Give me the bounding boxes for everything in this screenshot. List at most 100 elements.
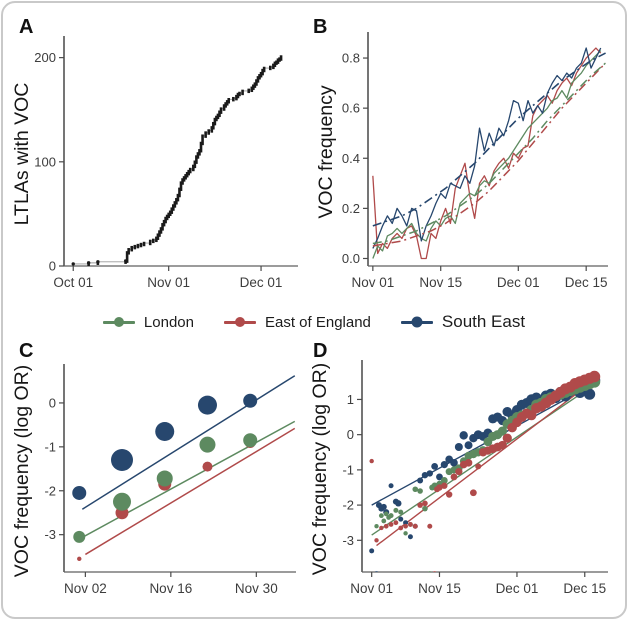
data-point — [498, 440, 507, 450]
x-tick-label: Nov 01 — [350, 581, 393, 596]
panel-label-a: A — [19, 16, 34, 38]
data-point — [71, 262, 75, 266]
y-tick-label: 0.4 — [342, 151, 360, 166]
data-point — [124, 259, 128, 263]
y-tick-label: -2 — [44, 483, 56, 498]
data-point — [417, 502, 423, 508]
data-point — [432, 571, 437, 572]
data-point — [454, 442, 463, 451]
data-point — [393, 520, 399, 526]
legend-label-london: London — [143, 313, 194, 331]
y-tick-label: 1 — [347, 392, 354, 407]
data-point — [77, 556, 82, 562]
data-point — [475, 463, 482, 470]
x-tick-label: Nov 16 — [149, 581, 192, 596]
series-group — [369, 370, 601, 572]
data-point — [588, 370, 601, 383]
data-point — [464, 459, 473, 467]
y-tick-label: 200 — [34, 50, 56, 65]
trend-line — [371, 384, 595, 536]
y-tick-label: 0.0 — [342, 251, 360, 266]
y-tick-label: 0.2 — [342, 201, 360, 216]
x-tick-label: Dec 01 — [496, 581, 539, 596]
panel-label-b: B — [313, 16, 328, 38]
data-point — [407, 534, 413, 540]
data-point — [431, 462, 439, 470]
data-point — [426, 470, 433, 477]
data-point — [111, 449, 133, 472]
data-point — [96, 260, 100, 264]
legend-label-south-east: South East — [441, 312, 526, 331]
data-point — [155, 421, 175, 441]
x-tick-label: Nov 15 — [418, 581, 461, 596]
legend-dot-icon — [411, 316, 423, 328]
trend-line — [78, 420, 296, 540]
data-point — [72, 485, 87, 500]
data-point — [450, 459, 458, 467]
x-tick-label: Nov 15 — [419, 275, 462, 290]
series-line — [372, 47, 602, 260]
y-tick-label: 100 — [34, 154, 56, 169]
x-tick-label: Nov 01 — [351, 275, 394, 290]
data-point — [393, 507, 399, 513]
y-tick-label: 0.6 — [342, 101, 360, 116]
y-axis-title: VOC frequency — [315, 85, 337, 219]
legend: London East of England South East — [0, 306, 628, 338]
data-point — [86, 261, 91, 265]
x-tick-label: Dec 01 — [240, 275, 283, 290]
data-point — [374, 538, 379, 543]
data-point — [469, 489, 477, 497]
data-point — [417, 477, 424, 484]
trend-line — [81, 375, 296, 510]
data-point — [388, 513, 394, 519]
series-group — [72, 375, 296, 562]
y-tick-label: 0 — [49, 395, 56, 410]
y-tick-label: -2 — [342, 498, 354, 513]
data-point — [383, 511, 389, 517]
x-tick-label: Dec 01 — [497, 275, 540, 290]
data-point — [395, 500, 402, 507]
step-line — [73, 56, 282, 265]
data-point — [379, 525, 384, 531]
data-point — [113, 492, 131, 511]
data-point — [380, 503, 387, 510]
data-point — [202, 461, 213, 472]
chart-voc-log-or-weekly: Nov 02 Nov 16 Nov 30 0 -1 -2 -3 VOC frequency (… — [11, 364, 296, 596]
data-point — [412, 523, 418, 529]
data-point — [388, 522, 394, 527]
data-point — [450, 473, 458, 481]
legend-item-east-of-england: East of England — [223, 314, 371, 331]
data-point — [381, 518, 387, 524]
data-point — [398, 509, 404, 515]
y-axis-title: VOC frequency (log OR) — [11, 365, 33, 577]
data-point — [440, 477, 448, 484]
data-point — [421, 471, 429, 479]
data-point — [436, 484, 443, 491]
data-point — [422, 500, 428, 507]
data-point — [378, 513, 384, 519]
data-point — [73, 530, 86, 543]
data-point — [417, 488, 423, 494]
data-point — [199, 436, 216, 453]
series-line — [372, 62, 607, 245]
series-line — [372, 50, 602, 259]
legend-dot-icon — [113, 317, 124, 327]
chart-voc-log-or-daily: Nov 01 Nov 15 Dec 01 Dec 15 1 0 -1 -2 -3 VOC freq… — [309, 360, 608, 596]
data-point — [436, 473, 443, 481]
x-tick-label: Dec 15 — [563, 581, 606, 596]
line-dot-key-icon — [102, 317, 135, 327]
y-tick-label: -1 — [44, 439, 56, 454]
data-point — [441, 482, 448, 489]
line-dot-key-icon — [400, 316, 433, 328]
data-point — [197, 395, 217, 415]
x-tick-label: Nov 30 — [235, 581, 278, 596]
chart-ltlas-with-voc: Oct 01 Nov 01 Dec 01 0 100 200 LTLAs with VOC — [11, 36, 298, 290]
data-point — [428, 571, 432, 572]
y-tick-label: -1 — [342, 462, 354, 477]
y-tick-label: 0 — [49, 259, 56, 274]
y-tick-label: -3 — [342, 533, 354, 548]
series-group — [372, 47, 607, 260]
panel-label-d: D — [313, 340, 328, 362]
x-tick-label: Nov 02 — [64, 581, 107, 596]
